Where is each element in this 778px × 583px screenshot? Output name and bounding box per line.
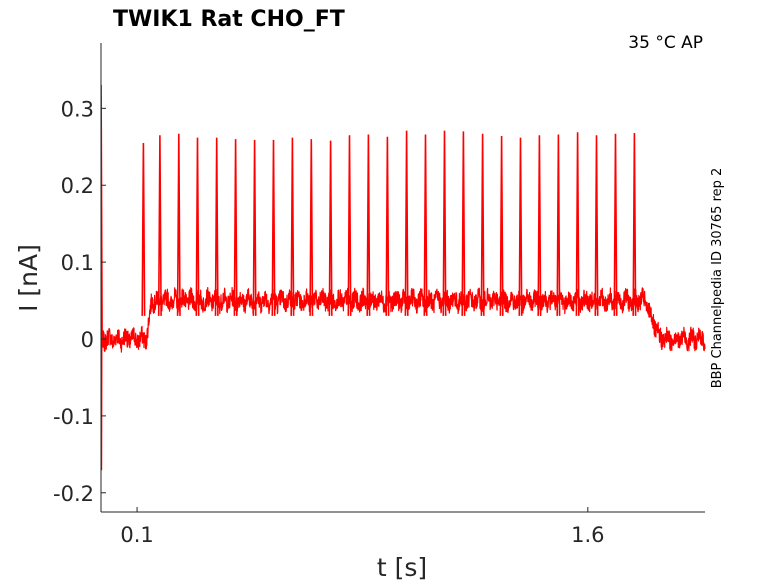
spike — [518, 137, 523, 316]
spike — [176, 133, 181, 316]
channelpedia-id-label: BBP Channelpedia ID 30765 rep 2 — [710, 168, 725, 389]
spike — [347, 135, 352, 316]
y-tick-label: 0.1 — [61, 251, 94, 275]
spike — [575, 132, 580, 316]
spike — [556, 134, 561, 316]
y-tick-label: 0.3 — [61, 97, 94, 121]
spike — [214, 137, 219, 316]
y-tick-label: -0.1 — [53, 405, 94, 429]
plot-area — [100, 84, 706, 471]
spike — [613, 133, 618, 316]
spike — [442, 130, 447, 316]
spike — [328, 140, 333, 316]
spike — [233, 139, 238, 316]
y-tick-label: -0.2 — [53, 482, 94, 506]
spike — [385, 136, 390, 316]
spike — [195, 137, 200, 316]
spike — [499, 135, 504, 316]
y-axis-label: I [nA] — [14, 244, 43, 312]
spike — [271, 139, 276, 316]
spike — [423, 134, 428, 316]
spike — [290, 137, 295, 316]
y-tick-label: 0 — [81, 328, 94, 352]
x-tick-label: 0.1 — [120, 523, 153, 547]
chart-title: TWIK1 Rat CHO_FT — [113, 7, 345, 32]
spike — [594, 135, 599, 316]
spike — [537, 135, 542, 316]
spike — [632, 132, 637, 316]
spike — [309, 139, 314, 316]
y-tick-label: 0.2 — [61, 174, 94, 198]
temperature-protocol-label: 35 °C AP — [628, 33, 703, 53]
spike — [461, 131, 466, 316]
current-trace — [100, 84, 706, 471]
spike — [480, 133, 485, 316]
spike — [252, 139, 257, 316]
x-axis-label: t [s] — [377, 553, 427, 582]
spike — [157, 135, 162, 316]
spike — [366, 134, 371, 316]
x-tick-label: 1.6 — [571, 523, 604, 547]
axis-ticks: -0.2 -0.1 0 0.1 0.2 0.3 0.1 1.6 — [53, 97, 604, 547]
spike — [141, 142, 146, 316]
spike — [404, 130, 409, 316]
